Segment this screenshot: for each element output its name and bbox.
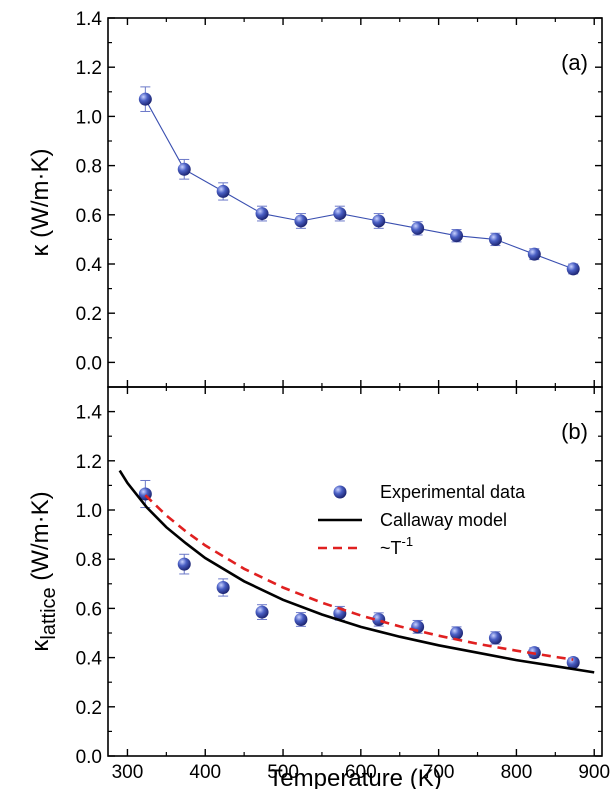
data-point — [450, 626, 464, 640]
series-line — [144, 494, 574, 661]
data-point — [488, 631, 502, 645]
data-point — [333, 207, 347, 221]
data-point — [294, 612, 308, 626]
y-tick-label: 0.4 — [76, 255, 103, 276]
x-tick-label: 700 — [423, 762, 455, 783]
y-tick-label: 1.0 — [76, 107, 102, 128]
panel-b: 300 400 500 600 700 800 900 0.0 0.2 0.4 0.6 0.8 1.0 1… — [27, 386, 610, 789]
data-point — [138, 92, 152, 106]
legend-marker — [333, 485, 347, 499]
y-axis-title-symbol: κ — [27, 639, 54, 652]
data-point — [294, 214, 308, 228]
y-tick-label: 1.4 — [76, 403, 103, 424]
series-1 — [118, 469, 595, 674]
y-tick-label: 1.0 — [76, 501, 102, 522]
connecting-line — [144, 98, 574, 270]
x-tick-label: 600 — [345, 762, 377, 783]
y-tick-label: 0.2 — [76, 304, 102, 325]
data-point — [372, 214, 386, 228]
legend-label-callaway: Callaway model — [380, 510, 507, 530]
data-point — [450, 229, 464, 243]
y-tick-label: 0.2 — [76, 698, 102, 719]
data-point — [488, 232, 502, 246]
legend-label-power-law: ~T-1 — [380, 534, 413, 558]
legend-label-superscript: -1 — [402, 534, 414, 549]
x-tick-label: 900 — [578, 762, 610, 783]
legend-label-prefix: ~T — [380, 538, 402, 558]
y-axis-title: κ (W/m·K) — [27, 149, 54, 257]
legend-label-experimental: Experimental data — [380, 482, 526, 502]
y-axis-title-subscript: lattice — [38, 587, 60, 639]
panel-a: 0.0 0.2 0.4 0.6 0.8 1.0 1.2 1.4 (a) κ (W/m·K) — [27, 9, 603, 388]
data-point — [177, 557, 191, 571]
y-tick-label: 0.4 — [76, 649, 103, 670]
legend: Experimental data Callaway model ~T-1 — [318, 482, 526, 558]
y-axis-title: κlattice (W/m·K) — [27, 491, 60, 651]
y-tick-label: 0.6 — [76, 206, 102, 227]
x-tick-label: 800 — [501, 762, 533, 783]
y-tick-label: 1.2 — [76, 58, 102, 79]
data-point — [255, 207, 269, 221]
series-line — [118, 469, 595, 674]
y-tick-label: 0.8 — [76, 550, 102, 571]
y-tick-label: 0.8 — [76, 157, 102, 178]
data-point — [216, 580, 230, 594]
y-tick-label: 0.6 — [76, 599, 102, 620]
plot-frame — [107, 17, 603, 388]
data-point — [566, 656, 580, 670]
x-tick-label: 300 — [112, 762, 144, 783]
x-tick-label: 400 — [189, 762, 221, 783]
series-0 — [138, 479, 580, 670]
data-point — [255, 605, 269, 619]
series-2 — [144, 494, 574, 661]
data-point — [411, 221, 425, 235]
data-point — [527, 247, 541, 261]
x-axis-title: Temperature (K) — [268, 765, 441, 789]
panel-label: (a) — [561, 50, 588, 75]
data-point — [566, 262, 580, 276]
plot-frame — [107, 386, 603, 757]
panel-label: (b) — [561, 419, 588, 444]
y-tick-label: 1.4 — [76, 9, 103, 30]
data-point — [216, 184, 230, 198]
x-tick-label: 500 — [267, 762, 299, 783]
y-tick-label: 0.0 — [76, 747, 102, 768]
y-axis-title-unit: (W/m·K) — [27, 491, 54, 587]
series-0 — [138, 86, 580, 276]
y-tick-label: 0.0 — [76, 353, 102, 374]
data-point — [177, 162, 191, 176]
y-tick-label: 1.2 — [76, 452, 102, 473]
